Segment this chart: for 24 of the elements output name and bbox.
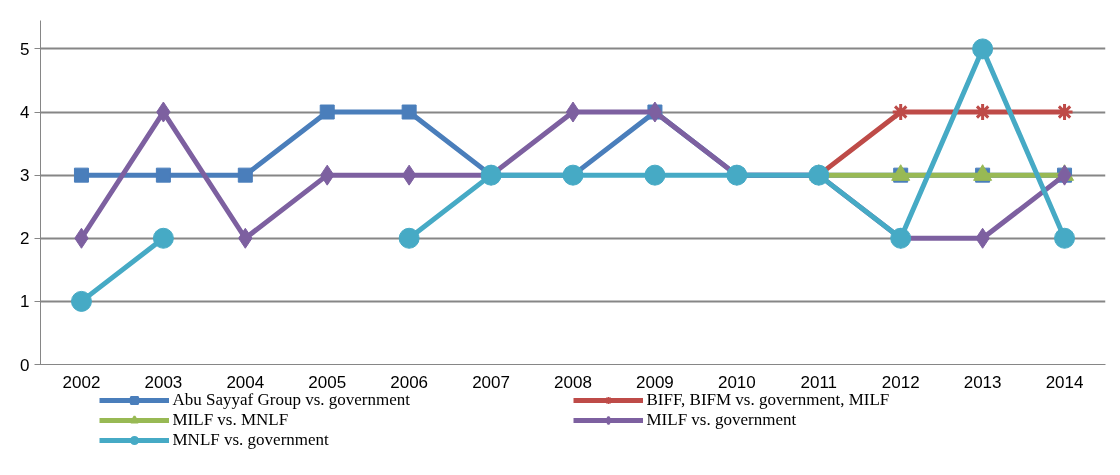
x-tick-label: 2008 [554, 372, 592, 392]
x-tick-label: 2007 [472, 372, 510, 392]
legend-label: MILF vs. government [646, 410, 798, 430]
x-tick-label: 2009 [636, 372, 674, 392]
y-tick-label: 2 [20, 229, 30, 249]
x-tick-label: 2006 [390, 372, 429, 392]
x-tick-label: 2003 [144, 372, 183, 392]
x-tick-label: 2002 [62, 372, 101, 392]
x-tick-label: 2010 [717, 372, 756, 392]
y-tick-label: 1 [20, 292, 30, 312]
x-tick-label: 2011 [800, 372, 838, 392]
x-tick-label: 2005 [308, 372, 347, 392]
legend-label: Abu Sayyaf Group vs. government [172, 390, 411, 410]
y-tick-label: 5 [20, 39, 30, 59]
y-tick-label: 4 [20, 103, 30, 123]
legend-label: MNLF vs. government [172, 430, 330, 450]
y-tick-label: 3 [20, 166, 30, 186]
y-tick-label: 0 [20, 355, 30, 375]
x-tick-label: 2013 [963, 372, 1002, 392]
x-tick-label: 2004 [226, 372, 265, 392]
x-tick-label: 2014 [1045, 372, 1084, 392]
legend-label: MILF vs. MNLF [172, 410, 290, 430]
x-tick-label: 2012 [881, 372, 920, 392]
legend-label: BIFF, BIFM vs. government, MILF [646, 390, 891, 410]
